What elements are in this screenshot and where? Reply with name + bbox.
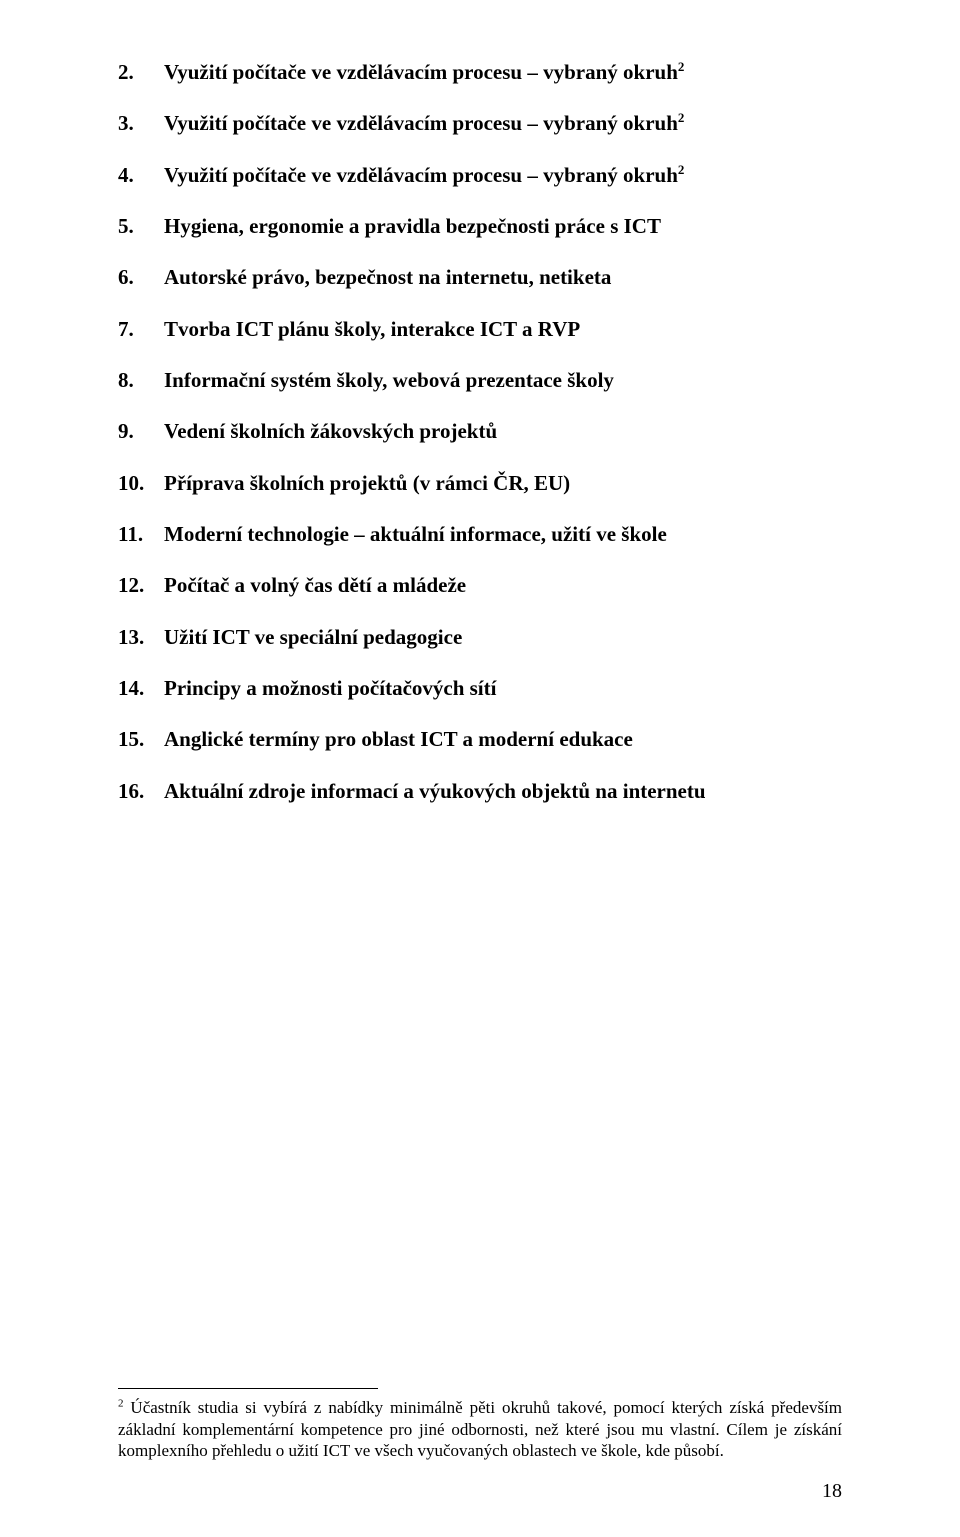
list-item: Autorské právo, bezpečnost na internetu,… (118, 263, 842, 291)
list-item: Příprava školních projektů (v rámci ČR, … (118, 469, 842, 497)
numbered-list: Využití počítače ve vzdělávacím procesu … (118, 58, 842, 805)
footnote-separator (118, 1388, 378, 1389)
list-item: Využití počítače ve vzdělávacím procesu … (118, 109, 842, 137)
list-item-text: Využití počítače ve vzdělávacím procesu … (164, 60, 678, 84)
list-item: Hygiena, ergonomie a pravidla bezpečnost… (118, 212, 842, 240)
list-item: Využití počítače ve vzdělávacím procesu … (118, 58, 842, 86)
footnote-number: 2 (118, 1398, 124, 1410)
footnote-text: Účastník studia si vybírá z nabídky mini… (118, 1398, 842, 1460)
list-item: Aktuální zdroje informací a výukových ob… (118, 777, 842, 805)
list-item-text: Užití ICT ve speciální pedagogice (164, 625, 462, 649)
list-item: Vedení školních žákovských projektů (118, 417, 842, 445)
document-page: Využití počítače ve vzdělávacím procesu … (0, 0, 960, 1537)
list-item-text: Principy a možnosti počítačových sítí (164, 676, 496, 700)
list-item-text: Anglické termíny pro oblast ICT a modern… (164, 727, 633, 751)
list-item: Anglické termíny pro oblast ICT a modern… (118, 725, 842, 753)
superscript-ref: 2 (678, 162, 685, 177)
superscript-ref: 2 (678, 59, 685, 74)
list-item-text: Hygiena, ergonomie a pravidla bezpečnost… (164, 214, 661, 238)
list-item-text: Aktuální zdroje informací a výukových ob… (164, 779, 706, 803)
list-item-text: Využití počítače ve vzdělávacím procesu … (164, 163, 678, 187)
list-item-text: Využití počítače ve vzdělávacím procesu … (164, 111, 678, 135)
list-item: Informační systém školy, webová prezenta… (118, 366, 842, 394)
list-item-text: Autorské právo, bezpečnost na internetu,… (164, 265, 611, 289)
list-item: Moderní technologie – aktuální informace… (118, 520, 842, 548)
list-item: Užití ICT ve speciální pedagogice (118, 623, 842, 651)
page-number: 18 (822, 1480, 842, 1503)
list-item-text: Moderní technologie – aktuální informace… (164, 522, 667, 546)
list-item: Počítač a volný čas dětí a mládeže (118, 571, 842, 599)
list-item-text: Příprava školních projektů (v rámci ČR, … (164, 471, 570, 495)
list-item-text: Vedení školních žákovských projektů (164, 419, 497, 443)
list-item: Principy a možnosti počítačových sítí (118, 674, 842, 702)
list-item: Využití počítače ve vzdělávacím procesu … (118, 161, 842, 189)
list-item: Tvorba ICT plánu školy, interakce ICT a … (118, 315, 842, 343)
superscript-ref: 2 (678, 110, 685, 125)
list-item-text: Počítač a volný čas dětí a mládeže (164, 573, 466, 597)
list-item-text: Tvorba ICT plánu školy, interakce ICT a … (164, 317, 580, 341)
list-item-text: Informační systém školy, webová prezenta… (164, 368, 614, 392)
footnote: 2 Účastník studia si vybírá z nabídky mi… (118, 1397, 842, 1461)
